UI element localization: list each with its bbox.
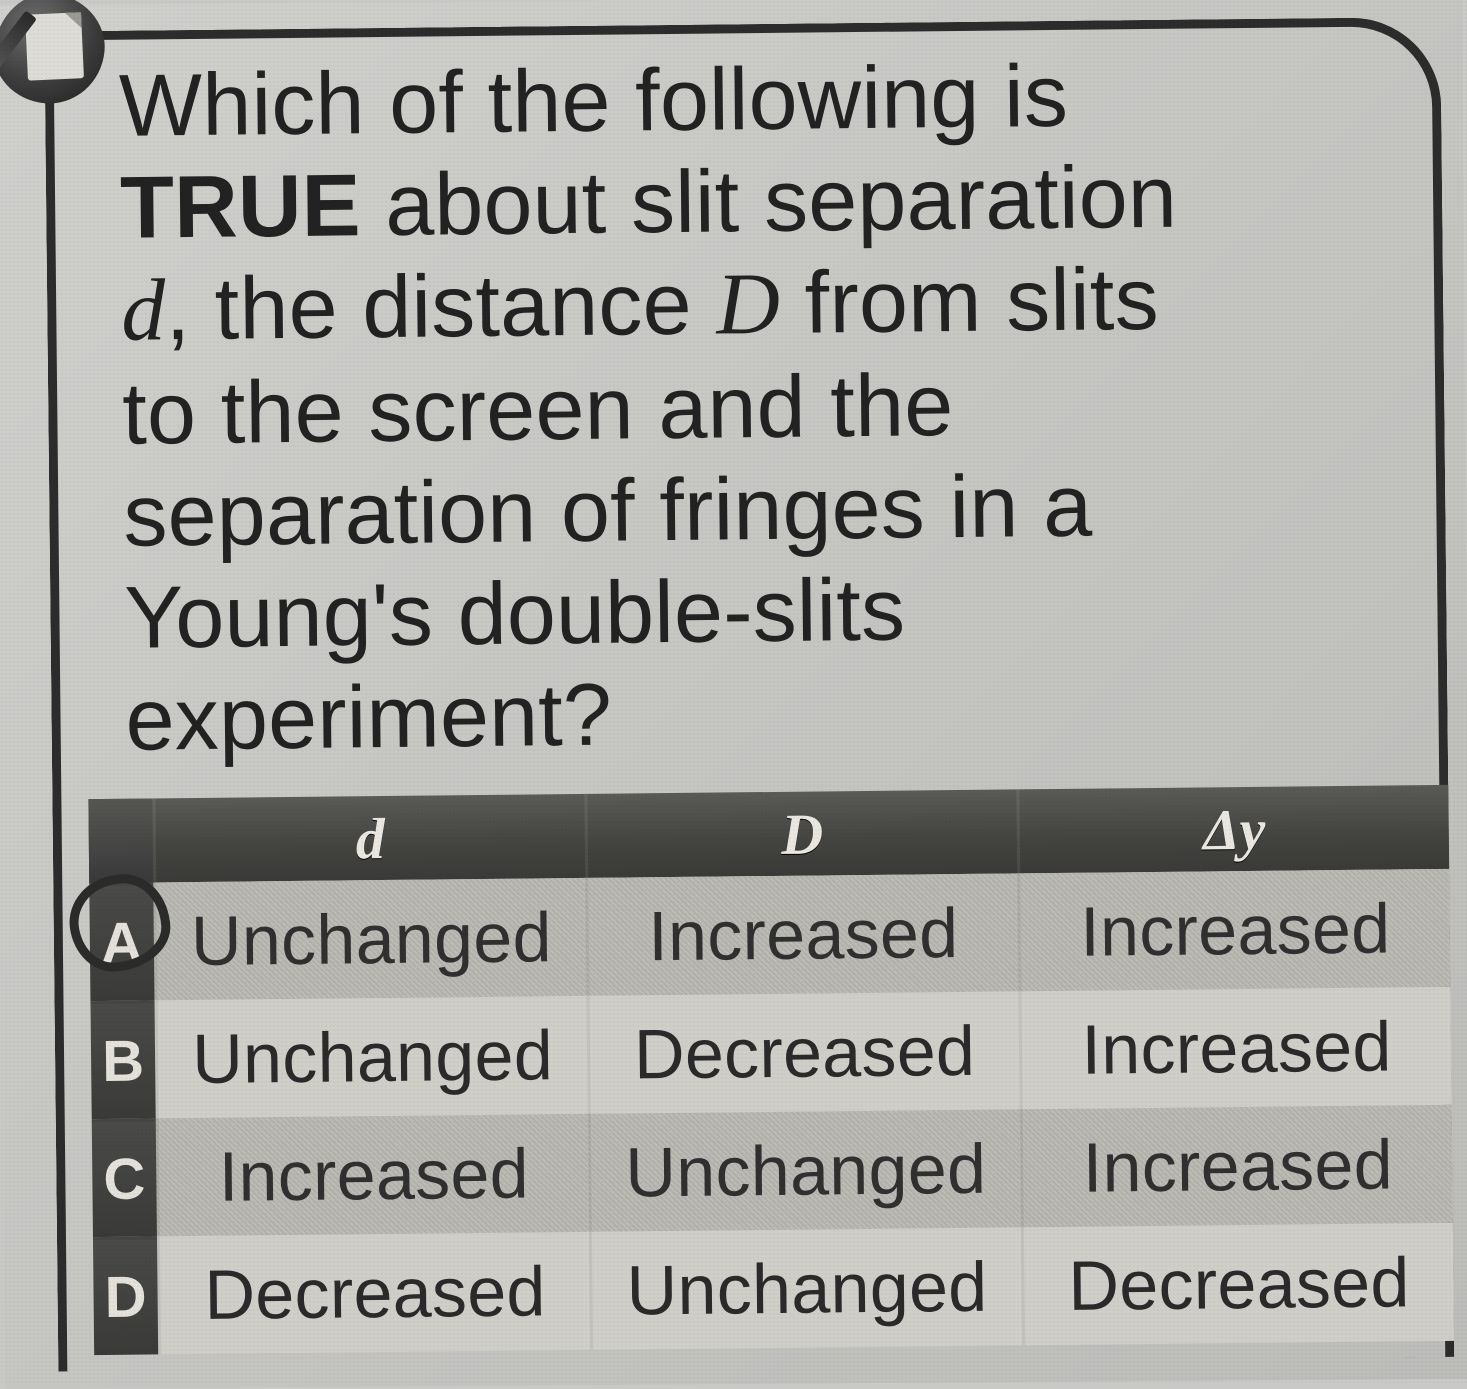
header-spacer <box>88 798 153 883</box>
q-line5: separation of fringes in a <box>123 456 1093 565</box>
cell-B-dy: Increased <box>1018 987 1451 1110</box>
q-var-d: d <box>121 262 166 359</box>
table-row[interactable]: D Decreased Unchanged Decreased <box>93 1223 1454 1355</box>
row-label-A: A <box>89 882 154 1001</box>
q-line4: to the screen and the <box>122 355 954 463</box>
cell-C-dy: Increased <box>1020 1105 1453 1228</box>
cell-D-D: Unchanged <box>589 1227 1022 1350</box>
table-row[interactable]: B Unchanged Decreased Increased <box>90 987 1451 1119</box>
q-line7: experiment? <box>125 665 612 769</box>
q-var-capD: D <box>716 256 781 354</box>
pencil-note-icon <box>0 0 105 104</box>
header-col-D: D <box>584 789 1017 878</box>
table-header-row: d D Δy <box>88 785 1449 883</box>
row-label-D: D <box>93 1236 158 1355</box>
cell-A-dy: Increased <box>1017 869 1450 992</box>
cell-C-D: Unchanged <box>588 1109 1021 1232</box>
q-line3-mid: , the distance <box>165 254 717 359</box>
header-col-d: d <box>152 794 585 883</box>
cell-B-d: Unchanged <box>154 996 587 1119</box>
q-line3-end: from slits <box>780 249 1160 352</box>
q-line2-rest: about slit separation <box>360 147 1177 255</box>
table-row[interactable]: C Increased Unchanged Increased <box>92 1105 1453 1237</box>
table-row[interactable]: A Unchanged Increased Increased <box>89 869 1450 1001</box>
row-label-B: B <box>90 1000 155 1119</box>
answer-table: d D Δy A Unchanged Increased Increased B… <box>88 785 1454 1355</box>
q-line2-bold: TRUE <box>120 155 361 257</box>
cell-B-D: Decreased <box>586 991 1019 1114</box>
cell-A-d: Unchanged <box>153 878 586 1001</box>
cell-C-d: Increased <box>156 1114 589 1237</box>
row-label-C: C <box>92 1118 157 1237</box>
cell-D-d: Decreased <box>157 1232 590 1355</box>
cell-D-dy: Decreased <box>1021 1223 1454 1346</box>
q-line1: Which of the following is <box>119 46 1069 155</box>
q-line6: Young's double-slits <box>124 560 906 667</box>
cell-A-D: Increased <box>585 873 1018 996</box>
question-text: Which of the following is TRUE about sli… <box>119 41 1426 771</box>
header-col-dy: Δy <box>1016 785 1449 874</box>
